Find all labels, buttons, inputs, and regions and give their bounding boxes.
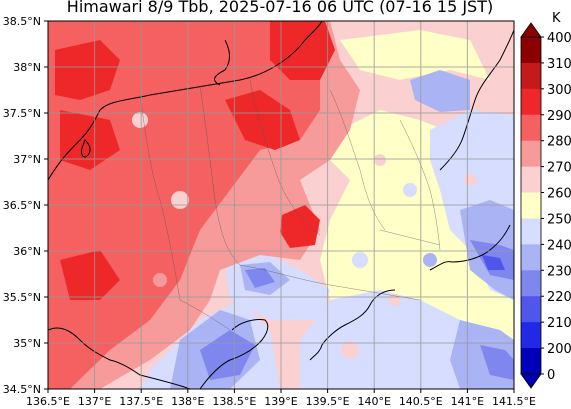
y-tick-label: 38°N bbox=[13, 61, 41, 74]
colorbar-segment bbox=[521, 166, 541, 194]
field-hot-north bbox=[270, 21, 335, 80]
x-tick-label: 138°E bbox=[171, 395, 204, 408]
y-tick-label: 35°N bbox=[13, 337, 41, 350]
colorbar-tick-label: 280 bbox=[547, 135, 571, 150]
colorbar-segment bbox=[521, 348, 541, 375]
map-title: Himawari 8/9 Tbb, 2025-07-16 06 UTC (07-… bbox=[66, 0, 494, 16]
colorbar-extend-bottom bbox=[520, 373, 542, 389]
y-tick-label: 36.5°N bbox=[3, 199, 41, 212]
colorbar-tick-label: 260 bbox=[547, 187, 571, 202]
colorbar-tick-label: 210 bbox=[547, 316, 571, 331]
x-tick-label: 138.5°E bbox=[212, 395, 256, 408]
x-tick-label: 137.5°E bbox=[119, 395, 163, 408]
colorbar-segment bbox=[521, 114, 541, 142]
colorbar-unit-label: K bbox=[552, 11, 561, 26]
colorbar-segment bbox=[521, 322, 541, 349]
colorbar-tick-label: 230 bbox=[547, 264, 571, 279]
colorbar-segment bbox=[521, 218, 541, 245]
y-tick-label: 34.5°N bbox=[3, 383, 41, 396]
x-tick-label: 140°E bbox=[357, 395, 390, 408]
colorbar-tick-label: 240 bbox=[547, 238, 571, 253]
x-tick-label: 141.5°E bbox=[492, 395, 536, 408]
colorbar-segment bbox=[521, 62, 541, 90]
colorbar-tick-label: 220 bbox=[547, 290, 571, 305]
field-hot-sw bbox=[60, 250, 120, 300]
colorbar-tick-label: 290 bbox=[547, 109, 571, 124]
x-tick-label: 141°E bbox=[451, 395, 484, 408]
y-tick-label: 35.5°N bbox=[3, 291, 41, 304]
x-tick-label: 137°E bbox=[78, 395, 111, 408]
field-blue-mid bbox=[245, 268, 275, 288]
colorbar-tick-label: 250 bbox=[547, 212, 571, 227]
colorbar-segment bbox=[521, 88, 541, 116]
colorbar-segment bbox=[521, 296, 541, 323]
field-lblue-northeast bbox=[410, 70, 470, 112]
colorbar-tick-label: 300 bbox=[547, 83, 571, 98]
prefecture-borders bbox=[139, 79, 441, 331]
y-tick-label: 38.5°N bbox=[3, 15, 41, 28]
field-hot-center bbox=[280, 205, 320, 248]
colorbar-frame bbox=[520, 36, 542, 375]
x-tick-label: 140.5°E bbox=[399, 395, 443, 408]
field-hot-nw2 bbox=[60, 110, 120, 170]
x-tick-label: 136.5°E bbox=[26, 395, 70, 408]
colorbar-extend-top bbox=[520, 22, 542, 38]
x-axis-tick-labels: 136.5°E 137°E 137.5°E 138°E 138.5°E 139°E 139.… bbox=[26, 389, 536, 408]
gridlines bbox=[48, 21, 514, 389]
colorbar-segment bbox=[521, 140, 541, 168]
colorbar-tick-label: 310 bbox=[547, 57, 571, 72]
colorbar-tick-label: 270 bbox=[547, 161, 571, 176]
field-blue-south bbox=[480, 345, 514, 380]
y-axis-tick-labels: 38.5°N 38°N 37.5°N 37°N 36.5°N 36°N 35.5°N 35°N… bbox=[3, 15, 48, 396]
colorbar-segment bbox=[521, 37, 541, 64]
colorbar-segment bbox=[521, 270, 541, 297]
colorbar: 400 310 300 290 280 270 260 250 240 230 220 210 200 0 bbox=[520, 22, 571, 389]
field-hot-northwest bbox=[55, 40, 120, 100]
y-tick-label: 37.5°N bbox=[3, 107, 41, 120]
x-tick-label: 139°E bbox=[264, 395, 297, 408]
coastlines bbox=[48, 21, 514, 389]
colorbar-segment bbox=[521, 192, 541, 219]
colorbar-segment bbox=[521, 244, 541, 271]
colorbar-tick-label: 200 bbox=[547, 342, 571, 357]
field-dblue-east bbox=[482, 255, 505, 270]
x-tick-label: 139.5°E bbox=[306, 395, 350, 408]
y-tick-label: 37°N bbox=[13, 153, 41, 166]
colorbar-tick-label: 0 bbox=[547, 368, 555, 383]
y-tick-label: 36°N bbox=[13, 245, 41, 258]
colorbar-tick-label: 400 bbox=[547, 31, 571, 46]
